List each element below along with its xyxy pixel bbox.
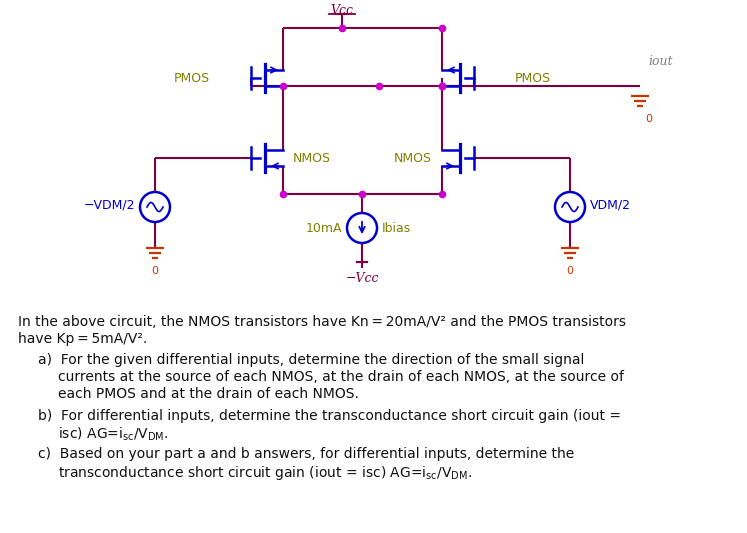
Text: a)  For the given differential inputs, determine the direction of the small sign: a) For the given differential inputs, de… bbox=[38, 353, 584, 367]
Text: each PMOS and at the drain of each NMOS.: each PMOS and at the drain of each NMOS. bbox=[58, 387, 359, 401]
Text: PMOS: PMOS bbox=[174, 71, 210, 85]
Text: 0: 0 bbox=[566, 266, 574, 276]
Text: 10mA: 10mA bbox=[306, 222, 342, 235]
Text: have Kp = 5mA/V².: have Kp = 5mA/V². bbox=[18, 332, 147, 346]
Text: PMOS: PMOS bbox=[515, 71, 551, 85]
Text: b)  For differential inputs, determine the transconductance short circuit gain (: b) For differential inputs, determine th… bbox=[38, 409, 621, 423]
Text: currents at the source of each NMOS, at the drain of each NMOS, at the source of: currents at the source of each NMOS, at … bbox=[58, 370, 624, 384]
Text: NMOS: NMOS bbox=[293, 151, 331, 165]
Text: NMOS: NMOS bbox=[394, 151, 432, 165]
Text: In the above circuit, the NMOS transistors have Kn = 20mA/V² and the PMOS transi: In the above circuit, the NMOS transisto… bbox=[18, 315, 626, 329]
Text: 0: 0 bbox=[152, 266, 158, 276]
Text: −Vcc: −Vcc bbox=[345, 272, 379, 285]
Text: transconductance short circuit gain (iout = isc) AG=i$_{\mathregular{sc}}$/V$_{\: transconductance short circuit gain (iou… bbox=[58, 464, 472, 482]
Text: c)  Based on your part a and b answers, for differential inputs, determine the: c) Based on your part a and b answers, f… bbox=[38, 447, 574, 461]
Text: Vcc: Vcc bbox=[330, 4, 353, 17]
Text: isc) AG=i$_{\mathregular{sc}}$/V$_{\mathregular{DM}}$.: isc) AG=i$_{\mathregular{sc}}$/V$_{\math… bbox=[58, 426, 169, 443]
Text: VDM/2: VDM/2 bbox=[590, 198, 631, 212]
Text: −VDM/2: −VDM/2 bbox=[84, 198, 135, 212]
Text: 0: 0 bbox=[645, 114, 652, 124]
Text: iout: iout bbox=[648, 55, 672, 68]
Text: Ibias: Ibias bbox=[382, 222, 412, 235]
